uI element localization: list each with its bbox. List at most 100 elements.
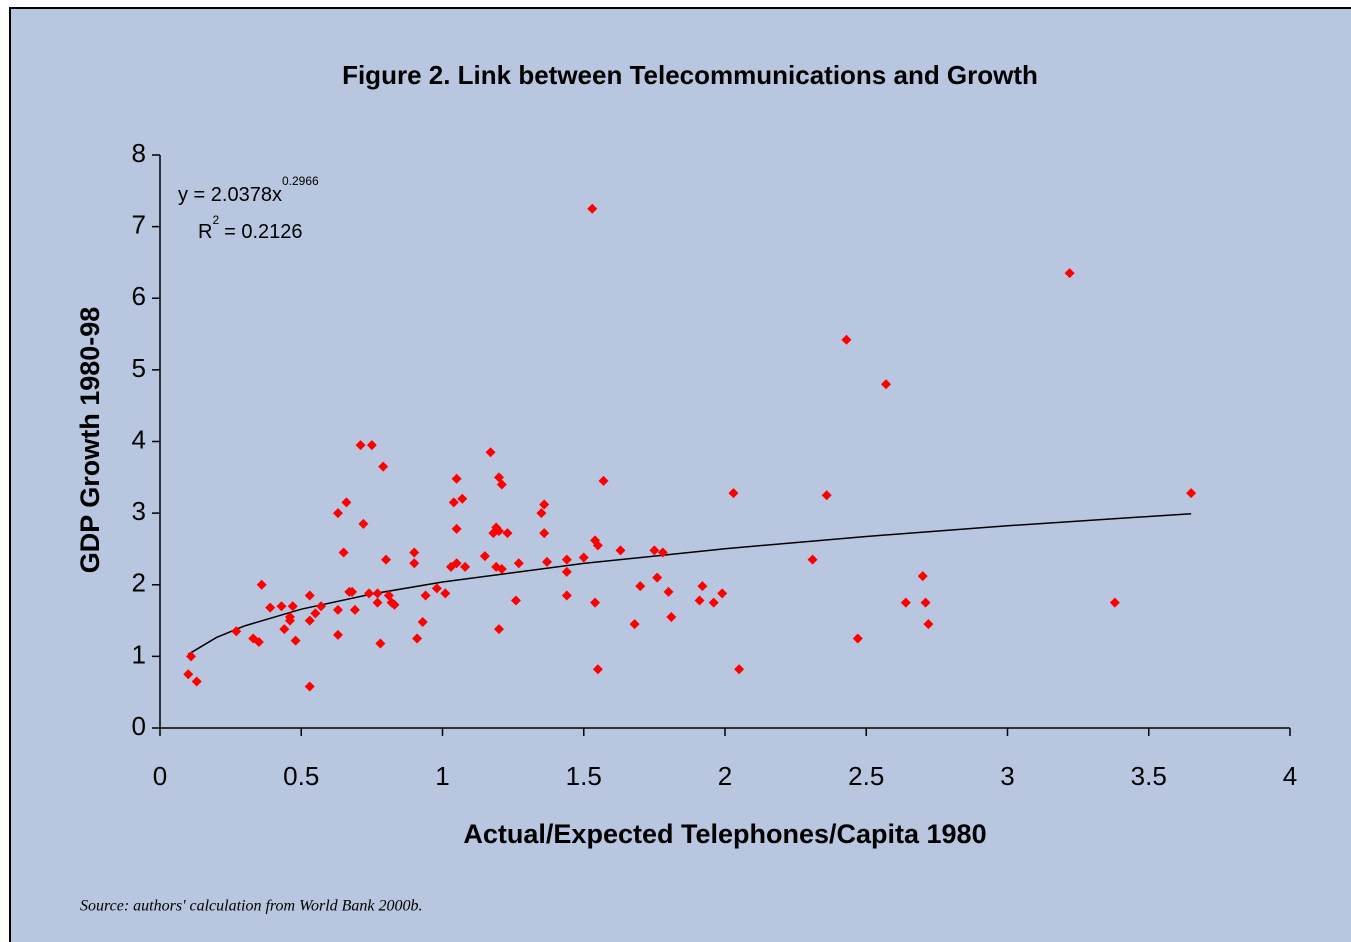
data-point (1109, 597, 1120, 608)
data-point (652, 572, 663, 583)
data-point (256, 579, 267, 590)
data-point (479, 551, 490, 562)
data-point (316, 601, 327, 612)
x-tick-label: 0 (153, 761, 167, 791)
data-point (587, 203, 598, 214)
data-point (347, 586, 358, 597)
x-tick-label: 0.5 (283, 761, 319, 791)
y-tick-label: 2 (132, 568, 146, 598)
data-point (920, 597, 931, 608)
data-point (734, 664, 745, 675)
data-point (332, 604, 343, 615)
data-point (372, 588, 383, 599)
data-point (694, 595, 705, 606)
data-point (409, 558, 420, 569)
data-point (349, 604, 360, 615)
data-point (592, 664, 603, 675)
source-note: Source: authors' calculation from World … (80, 898, 423, 915)
data-point (1186, 488, 1197, 499)
x-axis-label: Actual/Expected Telephones/Capita 1980 (463, 819, 986, 849)
data-point (852, 633, 863, 644)
y-tick-label: 6 (132, 281, 146, 311)
data-point (578, 552, 589, 563)
data-point (502, 528, 513, 539)
y-tick-label: 4 (132, 424, 146, 454)
data-point (485, 447, 496, 458)
x-tick-label: 4 (1283, 761, 1297, 791)
data-point (364, 588, 375, 599)
data-point (807, 554, 818, 565)
data-point (629, 619, 640, 630)
data-point (635, 581, 646, 592)
data-point (510, 595, 521, 606)
data-point (539, 499, 550, 510)
x-tick-label: 1 (435, 761, 449, 791)
data-point (231, 626, 242, 637)
equation-exponent: 0.2966 (282, 174, 319, 188)
data-point (451, 473, 462, 484)
data-point (728, 488, 739, 499)
data-point (378, 461, 389, 472)
data-point (494, 526, 504, 537)
data-point (366, 440, 377, 451)
r-squared-value: = 0.2126 (224, 221, 302, 243)
data-point (265, 602, 276, 613)
data-point (542, 556, 553, 567)
data-point (615, 545, 626, 556)
data-point (821, 490, 832, 501)
data-point (338, 547, 349, 558)
data-point (1064, 268, 1075, 279)
data-point (191, 676, 202, 687)
r-squared-exponent: 2 (212, 213, 219, 227)
data-point (332, 508, 343, 519)
data-point (717, 588, 728, 599)
data-point (496, 479, 507, 490)
data-point (708, 597, 719, 608)
data-point (253, 637, 264, 648)
data-point (923, 619, 934, 630)
y-tick-label: 3 (132, 496, 146, 526)
data-point (598, 475, 609, 486)
y-tick-label: 5 (132, 353, 146, 383)
data-point (420, 590, 431, 601)
y-tick-label: 0 (132, 711, 146, 741)
data-point (332, 629, 343, 640)
data-point (561, 554, 572, 565)
data-point (536, 508, 547, 519)
data-point (372, 597, 383, 608)
data-point (697, 581, 708, 592)
data-point (304, 681, 315, 692)
data-point (276, 601, 287, 612)
y-tick-label: 1 (132, 639, 146, 669)
data-point (592, 540, 603, 551)
data-point (513, 558, 524, 569)
data-point (375, 638, 386, 649)
r-squared-base: R (198, 221, 212, 243)
data-point (440, 588, 451, 599)
data-point (284, 615, 295, 626)
x-tick-label: 3.5 (1131, 761, 1167, 791)
data-point (841, 334, 852, 345)
equation: y = 2.0378x0.2966 (178, 174, 319, 206)
data-point (381, 554, 391, 565)
data-point (917, 571, 928, 582)
data-point (494, 624, 504, 635)
data-point (657, 547, 668, 558)
x-tick-label: 1.5 (566, 761, 602, 791)
data-point (186, 651, 197, 662)
y-tick-label: 8 (132, 138, 146, 168)
data-point (287, 601, 298, 612)
data-point (666, 611, 677, 622)
data-point (539, 528, 550, 539)
data-point (457, 493, 468, 504)
y-tick-label: 7 (132, 210, 146, 240)
x-tick-label: 2 (718, 761, 732, 791)
data-point (451, 558, 462, 569)
data-point (279, 624, 290, 635)
data-point (460, 561, 471, 572)
data-point (310, 608, 321, 619)
data-point (451, 523, 462, 534)
x-tick-label: 2.5 (848, 761, 884, 791)
data-point (663, 586, 674, 597)
